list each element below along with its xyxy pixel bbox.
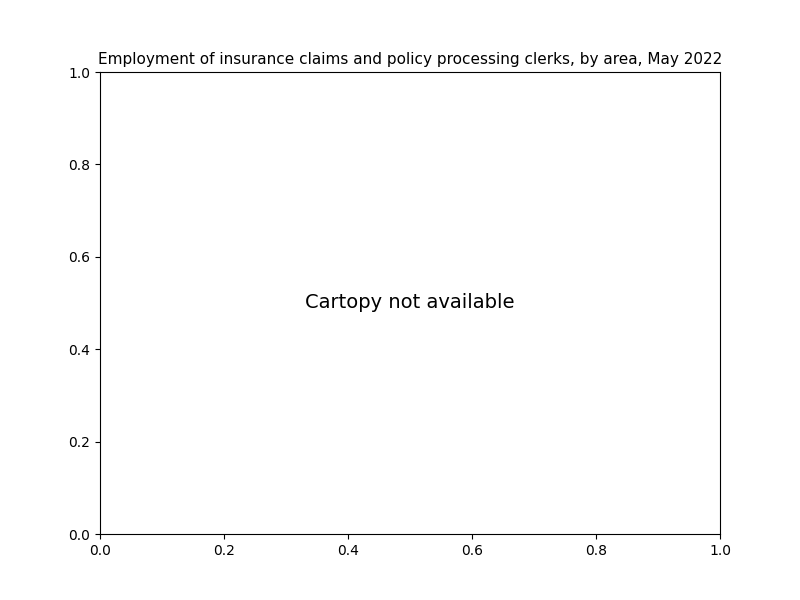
Title: Employment of insurance claims and policy processing clerks, by area, May 2022: Employment of insurance claims and polic… bbox=[98, 52, 722, 67]
Text: Cartopy not available: Cartopy not available bbox=[306, 293, 514, 313]
